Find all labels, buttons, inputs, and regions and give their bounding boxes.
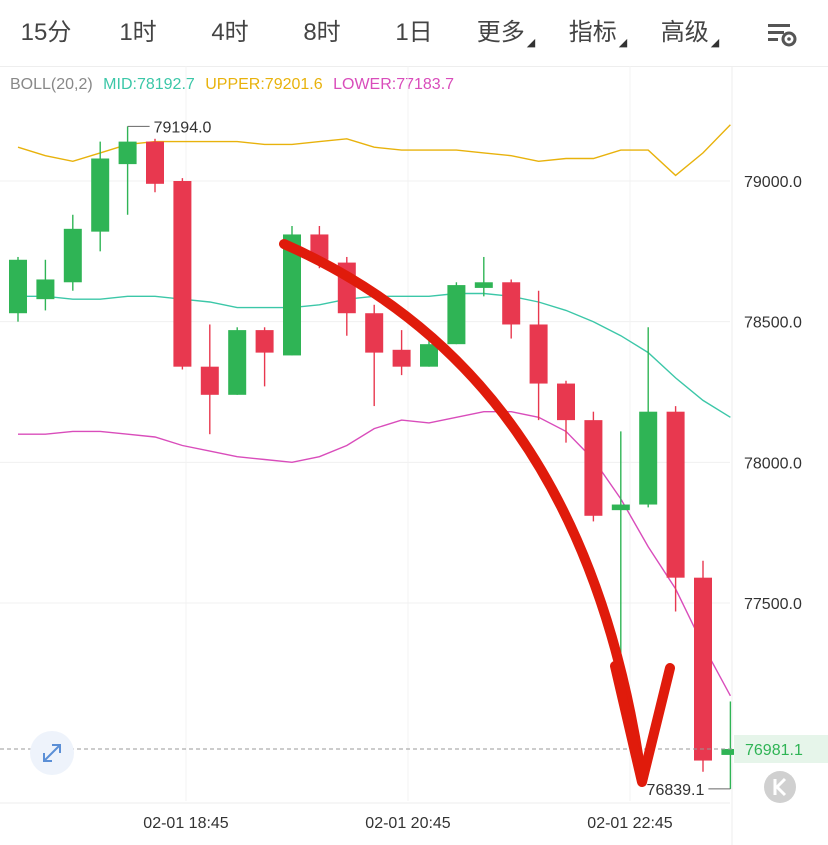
candle-body — [447, 285, 466, 345]
time-axis-label: 02-01 22:45 — [587, 815, 673, 832]
tab-more[interactable]: 更多 ◢ — [476, 19, 536, 49]
candle-body — [173, 181, 192, 367]
tab-advanced[interactable]: 高级 ◢ — [660, 19, 720, 49]
boll-lower-value: LOWER:77183.7 — [333, 76, 455, 93]
tab-indicators[interactable]: 指标 ◢ — [568, 19, 628, 49]
time-axis-label: 02-01 20:45 — [365, 815, 451, 832]
candle-down — [529, 290, 548, 421]
time-axis-label: 02-01 18:45 — [143, 815, 229, 832]
chart-grid — [0, 66, 733, 845]
candle-body — [611, 504, 630, 511]
candle-body — [529, 324, 548, 384]
boll-lower-line — [18, 411, 732, 697]
candle-body — [255, 330, 274, 353]
candle-down — [557, 380, 575, 443]
candle-body — [365, 313, 384, 353]
candlestick-chart[interactable]: 79194.0 76839.1 76981.1 79000.0 78500.0 7800… — [0, 66, 828, 845]
candles — [9, 126, 740, 789]
timeframe-toolbar: 15分 1时 4时 8时 1日 更多 ◢ 指标 ◢ 高级 ◢ — [0, 0, 828, 67]
candle-down — [392, 330, 411, 376]
candle-body — [584, 420, 603, 516]
candle-body — [694, 577, 712, 761]
downtrend-arrow-head — [610, 661, 675, 787]
tab-8h[interactable]: 8时 — [303, 19, 341, 46]
reset-chart-button[interactable] — [764, 771, 796, 803]
candle-body — [200, 366, 219, 395]
candle-up — [91, 141, 110, 252]
boll-upper-value: UPPER:79201.6 — [205, 76, 323, 93]
candle-down — [502, 279, 521, 339]
candle-up — [36, 259, 55, 311]
expand-chart-button[interactable] — [30, 731, 74, 775]
tab-1d[interactable]: 1日 — [395, 19, 433, 46]
candle-body — [502, 282, 521, 325]
candle-body — [63, 228, 82, 283]
price-axis-label: 77500.0 — [744, 596, 802, 613]
candle-up — [9, 256, 27, 322]
candle-down — [365, 304, 384, 407]
chart-settings-icon — [768, 24, 797, 47]
boll-legend: BOLL(20,2) MID:78192.7 UPPER:79201.6 LOW… — [10, 76, 460, 94]
candle-up — [118, 126, 137, 215]
candle-up — [474, 256, 493, 297]
candle-down — [173, 178, 192, 370]
axis-labels: 79000.0 78500.0 78000.0 77500.0 02-01 18:45 0… — [143, 174, 802, 832]
boll-bands — [17, 124, 732, 697]
candle-down — [666, 406, 685, 612]
boll-name: BOLL(20,2) — [10, 76, 93, 93]
k-logo-icon — [773, 777, 787, 797]
candle-down — [584, 411, 603, 522]
candle-body — [474, 282, 493, 288]
tab-1h[interactable]: 1时 — [119, 19, 157, 46]
boll-mid-value: MID:78192.7 — [103, 76, 195, 93]
dropdown-caret-icon: ◢ — [618, 37, 628, 49]
candle-up — [228, 327, 247, 395]
price-axis-label: 78500.0 — [744, 315, 802, 332]
low-price-marker: 76839.1 — [647, 782, 705, 799]
candle-up — [611, 431, 630, 682]
candle-body — [118, 141, 137, 165]
candle-body — [557, 383, 575, 421]
candle-down — [255, 327, 274, 387]
tab-15m[interactable]: 15分 — [20, 19, 72, 46]
tab-4h[interactable]: 4时 — [211, 19, 249, 46]
candle-body — [666, 411, 685, 578]
candle-body — [91, 158, 110, 232]
chart-overlays: 79194.0 76839.1 76981.1 — [0, 119, 828, 799]
candle-up — [447, 282, 466, 345]
dropdown-caret-icon: ◢ — [710, 37, 720, 49]
candle-up — [63, 214, 82, 291]
candle-body — [420, 344, 438, 367]
candle-body — [36, 279, 55, 300]
boll-upper-line — [17, 124, 731, 177]
candle-body — [9, 259, 27, 314]
candle-body — [146, 141, 164, 184]
candle-body — [639, 411, 658, 505]
chart-settings-button[interactable] — [760, 14, 804, 52]
candle-down — [694, 560, 712, 772]
price-axis-label: 78000.0 — [744, 455, 802, 472]
high-price-marker: 79194.0 — [154, 119, 212, 136]
candle-body — [228, 330, 247, 395]
candle-body — [721, 748, 740, 755]
candle-up — [721, 701, 740, 789]
current-price-badge — [734, 734, 828, 763]
current-price-label: 76981.1 — [745, 742, 803, 759]
candle-body — [392, 349, 411, 367]
dropdown-caret-icon: ◢ — [526, 37, 536, 49]
candle-body — [283, 234, 301, 356]
price-axis-label: 79000.0 — [744, 174, 802, 191]
candle-up — [639, 327, 658, 508]
expand-icon — [43, 744, 61, 762]
candle-down — [146, 138, 164, 193]
candle-down — [200, 324, 219, 435]
